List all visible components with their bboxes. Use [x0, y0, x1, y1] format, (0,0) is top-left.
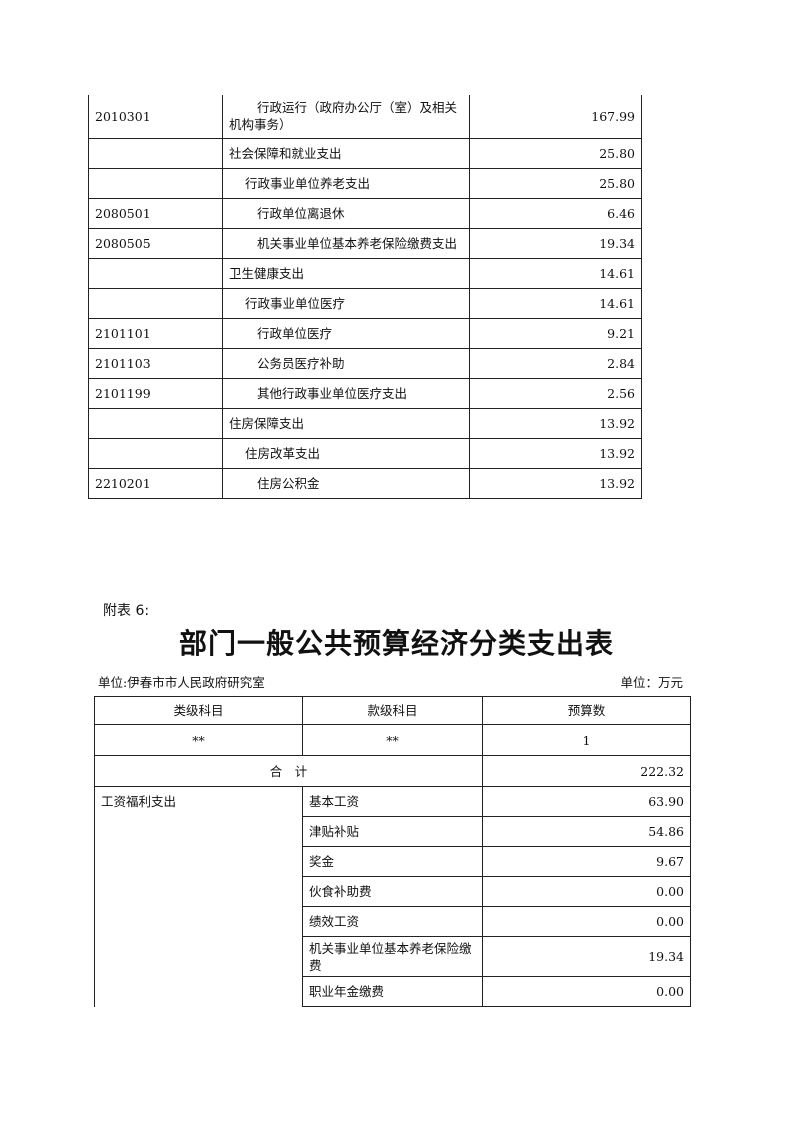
- subject-code: 2080505: [88, 227, 223, 259]
- functional-expense-table: 2010301 行政运行（政府办公厅（室）及相关机构事务） 167.99 社会保障和就…: [88, 95, 642, 499]
- item-amount: 19.34: [482, 936, 691, 977]
- index-cell: **: [302, 724, 483, 756]
- subject-code: [88, 437, 223, 469]
- subject-name: 其他行政事业单位医疗支出: [222, 377, 470, 409]
- category-name: 工资福利支出: [94, 786, 303, 1007]
- item-name: 绩效工资: [302, 906, 483, 937]
- header-budget: 预算数: [482, 696, 691, 725]
- amount: 2.56: [469, 377, 642, 409]
- table-row: 行政事业单位医疗 14.61: [88, 287, 642, 319]
- subject-code: [88, 257, 223, 289]
- subject-code: 2101101: [88, 317, 223, 349]
- header-category: 类级科目: [94, 696, 303, 725]
- subject-name: 行政单位医疗: [222, 317, 470, 349]
- table-row: 津贴补贴 54.86: [95, 816, 691, 847]
- subject-name: 行政运行（政府办公厅（室）及相关机构事务）: [222, 95, 470, 139]
- table-row: 2210201 住房公积金 13.92: [88, 467, 642, 499]
- table-row: 绩效工资 0.00: [95, 906, 691, 937]
- table-row: 职业年金缴费 0.00: [95, 976, 691, 1007]
- item-amount: 0.00: [482, 906, 691, 937]
- item-amount: 54.86: [482, 816, 691, 847]
- subject-code: [88, 287, 223, 319]
- subject-code: 2101199: [88, 377, 223, 409]
- item-name: 津贴补贴: [302, 816, 483, 847]
- subject-code: [88, 137, 223, 169]
- amount: 2.84: [469, 347, 642, 379]
- subject-code: 2010301: [88, 95, 223, 139]
- table-row: 2101199 其他行政事业单位医疗支出 2.56: [88, 377, 642, 409]
- amount: 13.92: [469, 467, 642, 499]
- table-row: 工资福利支出 基本工资 63.90: [94, 786, 691, 1007]
- table-row: 2010301 行政运行（政府办公厅（室）及相关机构事务） 167.99: [88, 95, 642, 139]
- header-item: 款级科目: [302, 696, 483, 725]
- table-row: 社会保障和就业支出 25.80: [88, 137, 642, 169]
- amount: 14.61: [469, 257, 642, 289]
- table-row: 2080501 行政单位离退休 6.46: [88, 197, 642, 229]
- subject-name: 住房改革支出: [222, 437, 470, 469]
- subject-name: 社会保障和就业支出: [222, 137, 470, 169]
- table-row: 住房保障支出 13.92: [88, 407, 642, 439]
- table-row: 行政事业单位养老支出 25.80: [88, 167, 642, 199]
- table-row: 2101101 行政单位医疗 9.21: [88, 317, 642, 349]
- item-amount: 0.00: [482, 876, 691, 907]
- subject-code: 2080501: [88, 197, 223, 229]
- subject-code: [88, 167, 223, 199]
- amount: 14.61: [469, 287, 642, 319]
- subject-code: [88, 407, 223, 439]
- table-row: 住房改革支出 13.92: [88, 437, 642, 469]
- subject-name: 行政单位离退休: [222, 197, 470, 229]
- index-row: ** ** 1: [94, 724, 691, 756]
- subject-name: 公务员医疗补助: [222, 347, 470, 379]
- amount: 19.34: [469, 227, 642, 259]
- amount: 25.80: [469, 137, 642, 169]
- table-row: 卫生健康支出 14.61: [88, 257, 642, 289]
- item-name: 基本工资: [302, 786, 483, 817]
- amount: 167.99: [469, 95, 642, 139]
- amount: 13.92: [469, 407, 642, 439]
- item-amount: 0.00: [482, 976, 691, 1007]
- total-value: 222.32: [482, 755, 691, 787]
- subject-name: 行政事业单位医疗: [222, 287, 470, 319]
- table-row: 机关事业单位基本养老保险缴费 19.34: [95, 936, 691, 977]
- item-name: 奖金: [302, 846, 483, 877]
- amount: 6.46: [469, 197, 642, 229]
- item-name: 伙食补助费: [302, 876, 483, 907]
- item-name: 机关事业单位基本养老保险缴费: [302, 936, 483, 977]
- index-cell: 1: [482, 724, 691, 756]
- index-cell: **: [94, 724, 303, 756]
- table-row: 奖金 9.67: [95, 846, 691, 877]
- subject-name: 机关事业单位基本养老保险缴费支出: [222, 227, 470, 259]
- header-row: 类级科目 款级科目 预算数: [94, 696, 691, 725]
- economic-classification-table: 类级科目 款级科目 预算数 ** ** 1 合 计 222.32 工资福利支出基…: [94, 696, 691, 1007]
- amount: 25.80: [469, 167, 642, 199]
- item-name: 职业年金缴费: [302, 976, 483, 1007]
- subject-name: 卫生健康支出: [222, 257, 470, 289]
- subject-name: 行政事业单位养老支出: [222, 167, 470, 199]
- table-row: 伙食补助费 0.00: [95, 876, 691, 907]
- item-amount: 63.90: [482, 786, 691, 817]
- table-row: 2080505 机关事业单位基本养老保险缴费支出 19.34: [88, 227, 642, 259]
- subject-name: 住房保障支出: [222, 407, 470, 439]
- item-amount: 9.67: [482, 846, 691, 877]
- table-row: 2101103 公务员医疗补助 2.84: [88, 347, 642, 379]
- subject-code: 2210201: [88, 467, 223, 499]
- total-label: 合 计: [94, 755, 483, 787]
- subject-name: 住房公积金: [222, 467, 470, 499]
- attachment-label: 附表 6:: [103, 603, 150, 619]
- subject-code: 2101103: [88, 347, 223, 379]
- total-row: 合 计 222.32: [94, 755, 691, 787]
- amount: 13.92: [469, 437, 642, 469]
- unit-currency: 单位：万元: [620, 675, 683, 690]
- unit-organization: 单位:伊春市市人民政府研究室: [98, 675, 265, 690]
- page-title: 部门一般公共预算经济分类支出表: [178, 627, 614, 660]
- amount: 9.21: [469, 317, 642, 349]
